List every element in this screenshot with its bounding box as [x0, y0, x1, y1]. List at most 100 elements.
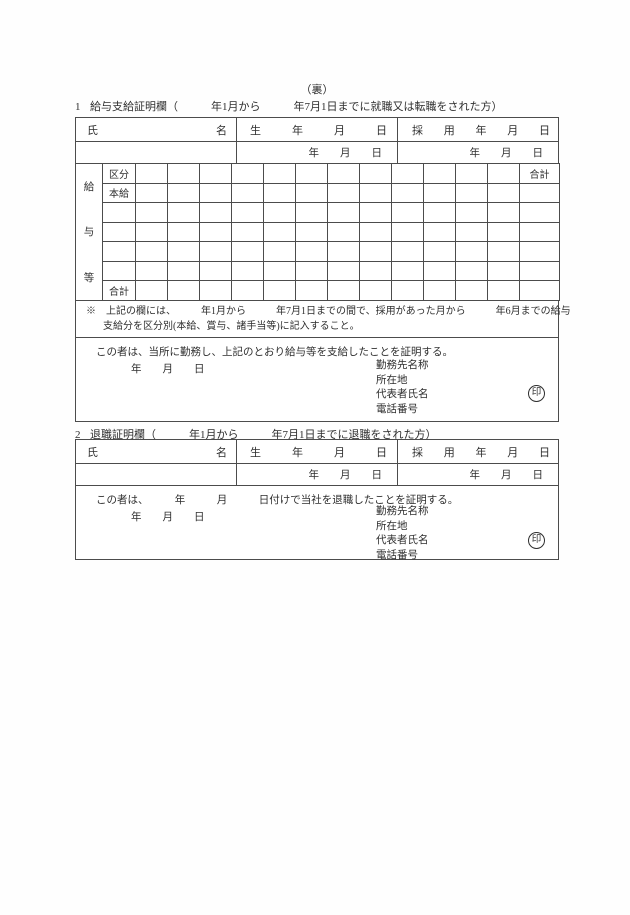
grid-cell [135, 241, 168, 262]
grid-cell [135, 182, 168, 204]
grid-cell [263, 163, 296, 184]
grid-row-label [102, 260, 136, 282]
grid-cell [263, 221, 296, 243]
grid-cell [487, 241, 520, 262]
grid-cell [295, 202, 328, 223]
grid-cell [199, 182, 232, 204]
back-side-label: （裏） [300, 84, 334, 96]
grid-cell [295, 280, 328, 301]
grid-row [76, 241, 560, 262]
grid-cell [327, 221, 360, 243]
grid-cell [167, 241, 200, 262]
cert1-date-line: 年 月 日 [131, 364, 205, 375]
grid-total-header: 合計 [519, 163, 560, 184]
grid-cell [199, 241, 232, 262]
grid-cell [263, 241, 296, 262]
grid-cell [231, 221, 264, 243]
grid-cell [327, 163, 360, 184]
grid-cell [167, 260, 200, 282]
grid-cell [487, 221, 520, 243]
cert1-statement: この者は、当所に勤務し、上記のとおり給与等を支給したことを証明する。 [96, 347, 453, 358]
section2-title-text: 退職証明欄（ 年1月から 年7月1日までに退職をされた方） [90, 429, 437, 441]
grid-cell [135, 163, 168, 184]
grid-cell [423, 241, 456, 262]
section2-title: 2 退職証明欄（ 年1月から 年7月1日までに退職をされた方） [75, 426, 595, 442]
grid-cell [199, 163, 232, 184]
s2-header-table: 氏 名 生 年 月 日 採 用 年 月 日 年 月 日 [75, 439, 559, 486]
s2-hiredate-entry-cell: 年 月 日 [469, 470, 544, 481]
grid-cell [231, 260, 264, 282]
grid-cell [487, 260, 520, 282]
grid-cell [391, 202, 424, 223]
s2-birthdate-header-cell: 生 年 月 日 [237, 440, 398, 464]
grid-cell [519, 280, 560, 301]
instruction-note: ※ 上記の欄には、 年1月から 年7月1日までの間で、採用があった月から 年6月… [75, 300, 571, 338]
cert2-statement: この者は、 年 月 日付けで当社を退職したことを証明する。 [96, 495, 459, 506]
grid-cell [519, 241, 560, 262]
grid-cell [391, 260, 424, 282]
note-line-2: 支給分を区分別(本給、賞与、諸手当等)に記入すること。 [103, 320, 360, 332]
grid-cell [263, 280, 296, 301]
grid-cell [167, 221, 200, 243]
grid-cell [327, 202, 360, 223]
grid-cell [455, 280, 488, 301]
grid-cell [487, 202, 520, 223]
grid-cell [487, 182, 520, 204]
grid-cell [391, 241, 424, 262]
grid-side-char: 等 [83, 272, 95, 284]
grid-cell [519, 221, 560, 243]
name-label-right: 名 [216, 124, 227, 137]
grid-cell [167, 280, 200, 301]
grid-cell [359, 221, 392, 243]
s1-name-entry-cell [76, 142, 237, 163]
representative-name-label: 代表者氏名 [376, 389, 429, 401]
grid-cell [231, 202, 264, 223]
employer-name-label: 勤務先名称 [376, 506, 429, 517]
grid-cell [135, 260, 168, 282]
grid-cell [231, 163, 264, 184]
employer-address-label: 所在地 [376, 520, 408, 532]
s2-name-header-cell: 氏 名 [76, 440, 237, 464]
employer-address-label: 所在地 [376, 374, 408, 386]
grid-row [76, 202, 560, 223]
grid-cell [231, 241, 264, 262]
s1-hiredate-header-cell: 採 用 年 月 日 [398, 118, 558, 142]
grid-cell [327, 182, 360, 204]
grid-cell [295, 182, 328, 204]
grid-row: 給与等区分 合計 [75, 163, 560, 301]
grid-cell [455, 241, 488, 262]
grid-cell [359, 241, 392, 262]
seal-mark-icon: 印 [528, 385, 545, 402]
salary-certification-block: この者は、当所に勤務し、上記のとおり給与等を支給したことを証明する。 年 月 日… [75, 337, 559, 422]
phone-number-label: 電話番号 [376, 549, 418, 561]
phone-number-label: 電話番号 [376, 403, 418, 415]
grid-row-label [102, 241, 136, 262]
grid-cell [423, 182, 456, 204]
cert2-date-line: 年 月 日 [131, 512, 205, 523]
grid-row-label [102, 221, 136, 243]
grid-cell [167, 202, 200, 223]
grid-row [76, 260, 560, 282]
grid-side-label: 給与等 [75, 163, 103, 301]
s1-birthdate-header-cell: 生 年 月 日 [237, 118, 398, 142]
section1-title: 1 給与支給証明欄（ 年1月から 年7月1日までに就職又は転職をされた方） [75, 98, 595, 114]
cert2-employer-fields: 勤務先名称 所在地 代表者氏名 電話番号 [376, 505, 429, 563]
grid-cell [135, 280, 168, 301]
employer-name-label: 勤務先名称 [376, 360, 429, 371]
grid-cell [359, 280, 392, 301]
grid-cell [487, 163, 520, 184]
grid-cell [423, 221, 456, 243]
grid-cell [423, 163, 456, 184]
grid-row: 本給 [76, 182, 560, 204]
s2-name-entry-cell [76, 464, 237, 485]
grid-cell [423, 260, 456, 282]
grid-row-label: 区分 [102, 163, 136, 184]
grid-cell [455, 163, 488, 184]
grid-row: 合計 [76, 280, 560, 301]
salary-certificate-table: 氏 名 生 年 月 日 採 用 年 月 日 年 月 日 [75, 117, 571, 422]
grid-row-label: 本給 [102, 182, 136, 204]
grid-cell [423, 202, 456, 223]
cert1-employer-fields: 勤務先名称 所在地 代表者氏名 電話番号 [376, 359, 429, 417]
grid-cell [359, 163, 392, 184]
grid-cell [391, 221, 424, 243]
